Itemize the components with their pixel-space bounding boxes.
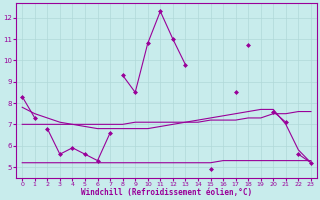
X-axis label: Windchill (Refroidissement éolien,°C): Windchill (Refroidissement éolien,°C) [81,188,252,197]
